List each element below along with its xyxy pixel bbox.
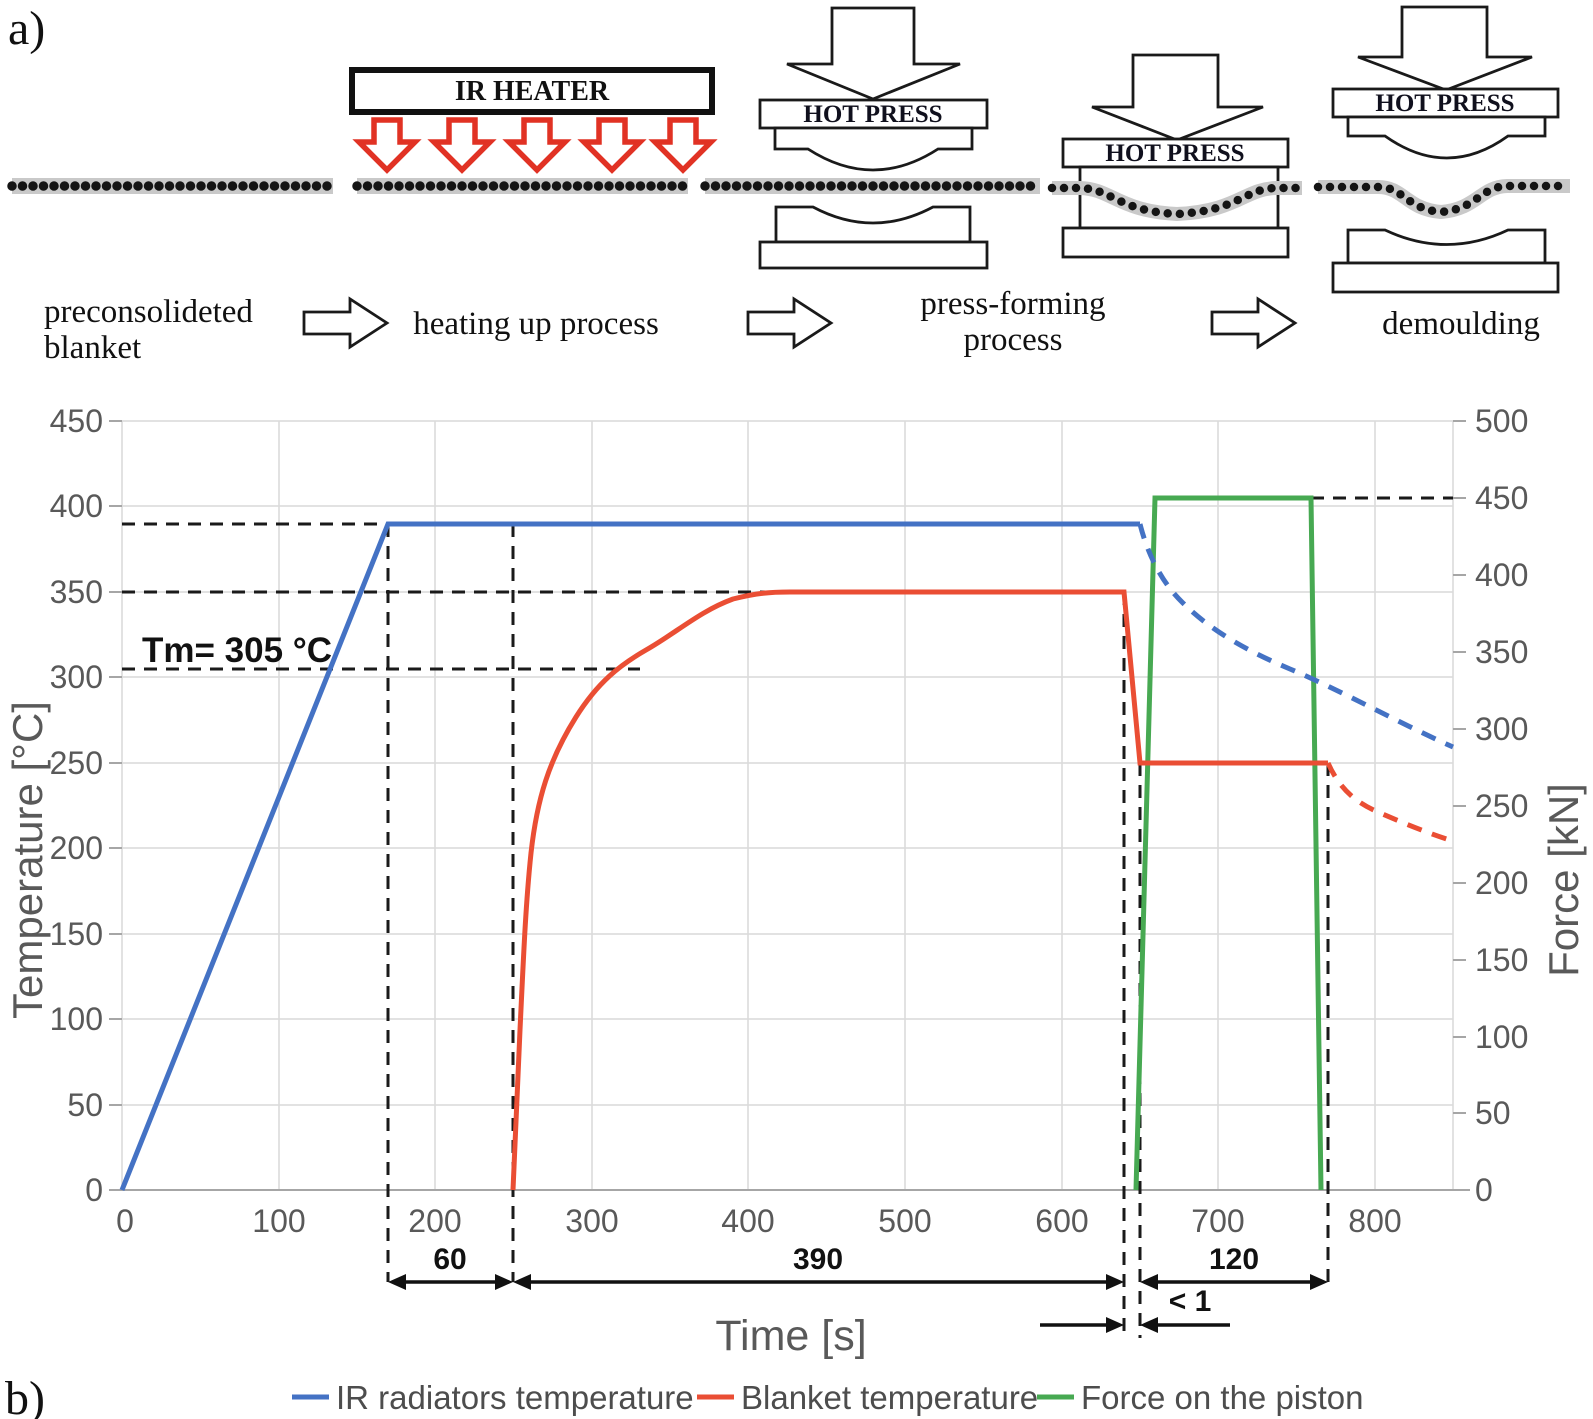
legend-force-label: Force on the piston [1081, 1379, 1364, 1416]
annotation-dashed-lines [122, 496, 1453, 1338]
duration-holding: 390 [793, 1243, 843, 1276]
chart-legend: IR radiators temperature Blanket tempera… [292, 1379, 1364, 1416]
svg-text:50: 50 [1475, 1095, 1511, 1131]
series-ir-radiators [119, 521, 1455, 1191]
flow-arrow-icons [302, 296, 1298, 350]
press-down-arrow-icon [1357, 5, 1533, 92]
svg-text:400: 400 [721, 1203, 774, 1239]
duration-heating: 60 [433, 1243, 466, 1276]
svg-text:700: 700 [1191, 1203, 1244, 1239]
ir-heater-label: IR HEATER [455, 76, 610, 107]
flow-arrow-icon [746, 296, 834, 350]
svg-text:150: 150 [50, 916, 103, 952]
flow-arrow-icon [1210, 296, 1298, 350]
svg-text:400: 400 [1475, 557, 1528, 593]
blanket-strip-formed [1047, 181, 1307, 222]
svg-text:100: 100 [50, 1001, 103, 1037]
y-right-axis-title: Force [kN] [1540, 783, 1587, 977]
axis-tick-marks [109, 420, 1466, 1191]
hot-press-label-3: HOT PRESS [1375, 90, 1514, 117]
step2-label: heating up process [413, 306, 659, 342]
y-left-axis-title: Temperature [°C] [4, 701, 51, 1019]
svg-text:250: 250 [50, 745, 103, 781]
svg-text:450: 450 [1475, 480, 1528, 516]
svg-text:250: 250 [1475, 788, 1528, 824]
x-tick-labels: 0 100 200 300 400 500 600 700 800 [116, 1203, 1402, 1239]
ir-heater: IR HEATER [349, 67, 718, 174]
panel-b-label: b) [5, 1372, 45, 1419]
step1-label-line1: preconsolideted [44, 294, 253, 330]
hot-press-open: HOT PRESS [758, 6, 989, 270]
panel-a-label: a) [8, 2, 45, 55]
svg-text:800: 800 [1348, 1203, 1401, 1239]
duration-arrows [388, 1274, 1328, 1333]
ir-radiation-arrows-icon [352, 117, 718, 174]
svg-text:100: 100 [1475, 1019, 1528, 1055]
svg-text:0: 0 [85, 1172, 103, 1208]
y-right-tick-labels: 500 450 400 350 300 250 200 150 100 50 0 [1475, 403, 1528, 1208]
y-left-tick-labels: 450 400 350 300 250 200 150 100 50 0 [50, 403, 103, 1208]
svg-text:350: 350 [1475, 634, 1528, 670]
press-down-arrow-icon [786, 6, 961, 101]
svg-text:500: 500 [1475, 403, 1528, 439]
tm-annotation: Tm= 305 °C [142, 631, 332, 670]
step3-label-line2: process [964, 322, 1063, 358]
svg-text:450: 450 [50, 403, 103, 439]
svg-text:200: 200 [50, 830, 103, 866]
blanket-strip-demoulded [1313, 179, 1575, 220]
hot-press-label-1: HOT PRESS [803, 101, 942, 128]
step3-label-line1: press-forming [920, 286, 1105, 322]
press-down-arrow-icon [1091, 53, 1264, 142]
svg-text:0: 0 [1475, 1172, 1493, 1208]
legend-blanket-label: Blanket temperature [741, 1379, 1038, 1416]
panel-a-schematic: a) IR HEATER [7, 2, 1575, 366]
svg-text:300: 300 [565, 1203, 618, 1239]
svg-text:200: 200 [1475, 865, 1528, 901]
duration-pressing: 120 [1209, 1243, 1259, 1276]
svg-text:500: 500 [878, 1203, 931, 1239]
hot-press-demoulding: HOT PRESS [1331, 5, 1560, 294]
duration-labels: 60 390 120 < 1 [433, 1243, 1259, 1318]
process-step-labels: preconsolideted blanket heating up proce… [44, 286, 1540, 366]
step1-label-line2: blanket [44, 330, 141, 366]
svg-text:350: 350 [50, 574, 103, 610]
svg-text:300: 300 [1475, 711, 1528, 747]
hot-press-closed: HOT PRESS [1061, 53, 1290, 259]
svg-text:50: 50 [67, 1087, 103, 1123]
svg-text:400: 400 [50, 488, 103, 524]
svg-text:100: 100 [252, 1203, 305, 1239]
hot-press-label-2: HOT PRESS [1105, 140, 1244, 167]
svg-text:0: 0 [116, 1203, 134, 1239]
series-blanket [510, 589, 1454, 1191]
x-axis-title: Time [s] [715, 1312, 866, 1360]
chart-gridlines [121, 420, 1454, 1190]
svg-text:200: 200 [408, 1203, 461, 1239]
svg-text:300: 300 [50, 659, 103, 695]
legend-ir-label: IR radiators temperature [336, 1379, 694, 1416]
svg-text:600: 600 [1035, 1203, 1088, 1239]
panel-b-chart: b) [4, 403, 1587, 1419]
duration-transfer: < 1 [1169, 1285, 1212, 1318]
step4-label: demoulding [1382, 306, 1540, 342]
flow-arrow-icon [302, 296, 390, 350]
series-force-piston [1133, 495, 1324, 1191]
svg-text:150: 150 [1475, 942, 1528, 978]
